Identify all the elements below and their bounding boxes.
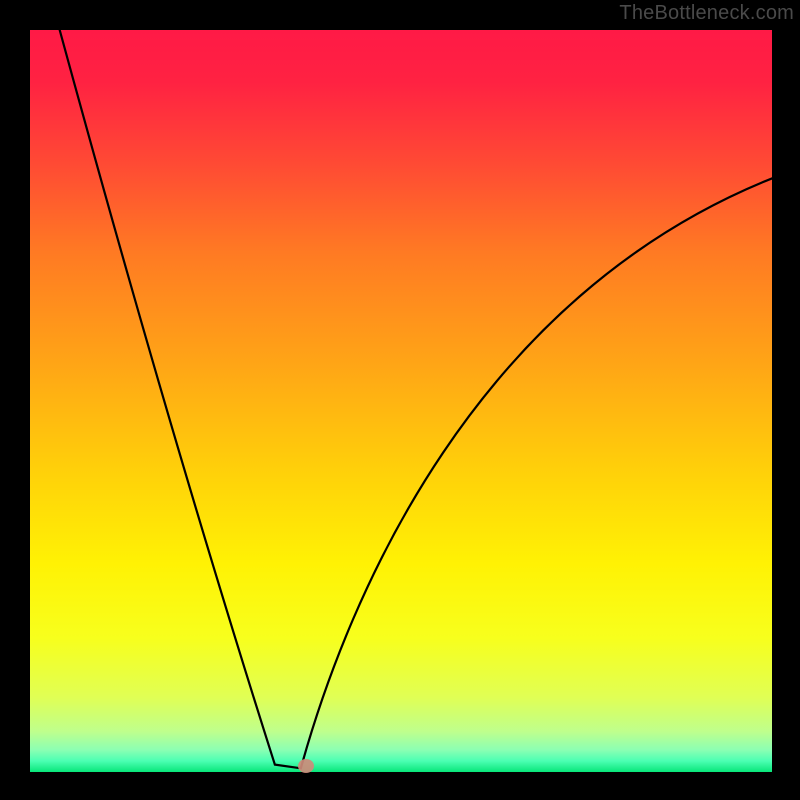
watermark-text: TheBottleneck.com	[619, 2, 794, 25]
optimal-point-marker	[298, 759, 314, 773]
bottleneck-curve	[30, 30, 772, 772]
plot-area	[30, 30, 772, 772]
chart-container: TheBottleneck.com	[0, 0, 800, 800]
